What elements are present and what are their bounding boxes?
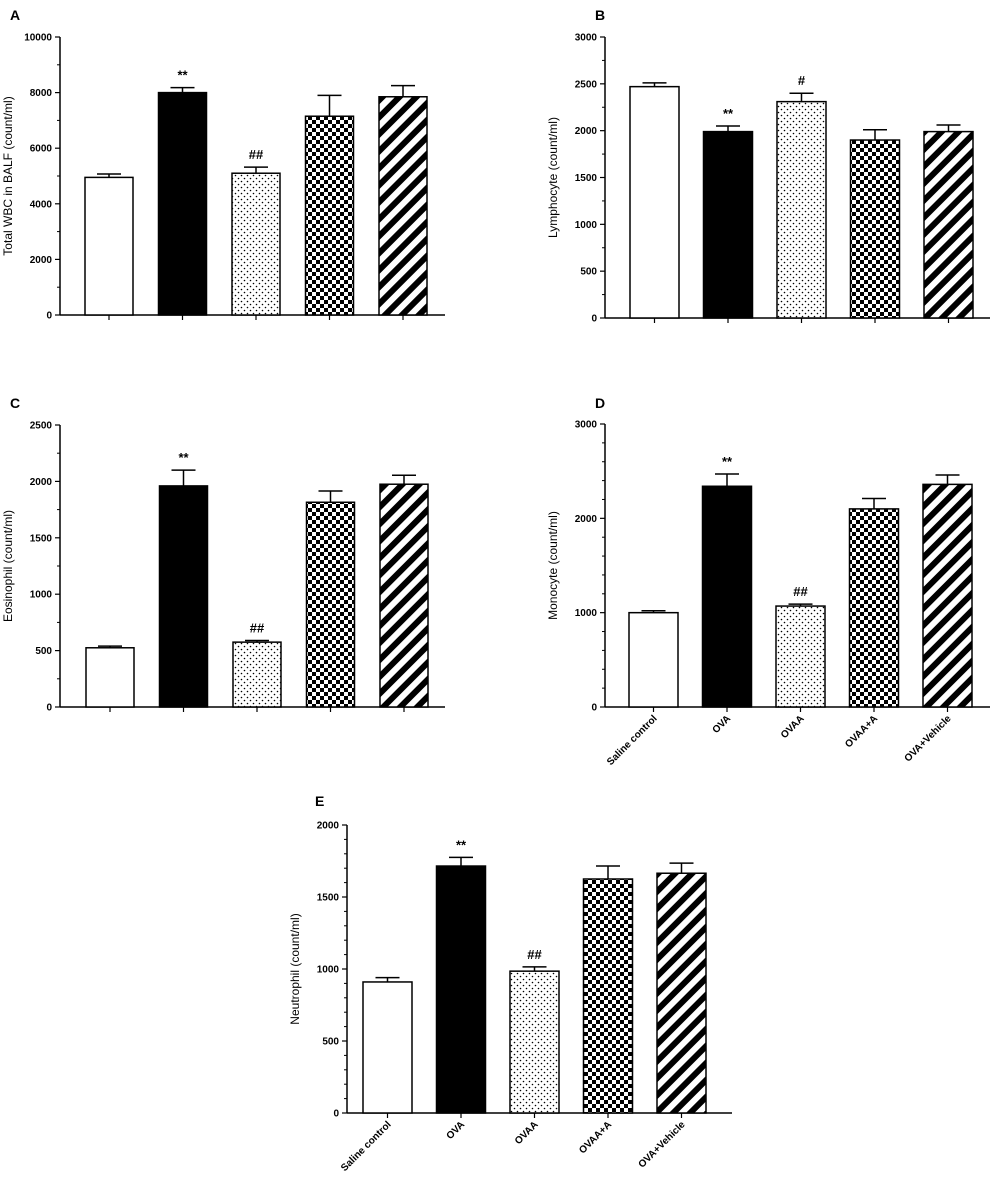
significance-marker: ##	[250, 620, 265, 635]
panel-letter: C	[10, 395, 20, 411]
y-tick-label: 1000	[30, 590, 53, 601]
y-axis-title: Total WBC in BALF (count/ml)	[1, 96, 15, 255]
y-tick-label: 500	[322, 1037, 339, 1048]
chart-panel-a: A 0 2000 4000 6000 8000 10000 Total WBC in BALF…	[1, 7, 445, 322]
bar	[702, 130, 754, 319]
y-tick-label: 500	[580, 267, 597, 278]
significance-marker: ##	[249, 147, 264, 162]
y-tick-label: 1500	[30, 533, 53, 544]
y-axis-title: Eosinophil (count/ml)	[1, 510, 15, 622]
bar	[629, 85, 680, 319]
bar	[157, 91, 208, 316]
bar	[776, 100, 827, 319]
bar	[85, 647, 135, 708]
y-tick-label: 0	[591, 314, 597, 325]
panel-letter: A	[10, 7, 20, 23]
x-category-label: OVAA+A	[577, 1119, 614, 1156]
x-category-label: Saline control	[605, 713, 660, 768]
y-tick-label: 0	[46, 311, 52, 322]
bar	[231, 172, 281, 316]
bar	[849, 139, 901, 319]
y-tick-label: 0	[333, 1109, 339, 1120]
bar	[848, 508, 900, 708]
y-tick-label: 2000	[30, 477, 53, 488]
x-category-label: OVAA	[779, 713, 807, 741]
bar	[701, 485, 753, 708]
y-tick-label: 1500	[317, 893, 340, 904]
bar	[435, 865, 487, 1114]
y-tick-label: 8000	[30, 88, 53, 99]
y-tick-label: 4000	[30, 199, 53, 210]
y-axis-title: Monocyte (count/ml)	[546, 511, 560, 620]
significance-marker: ##	[527, 947, 542, 962]
panel-letter: B	[595, 7, 605, 23]
x-category-label: OVA+Vehicle	[637, 1119, 688, 1170]
chart-panel-b: B 0 500 1000 1500 2000 2500 3000 Lymphocyte (cou…	[546, 7, 990, 325]
bar	[158, 485, 209, 708]
x-category-label: OVA	[445, 1119, 468, 1142]
significance-marker: **	[456, 837, 467, 852]
y-tick-label: 10000	[24, 33, 52, 44]
significance-marker: **	[178, 450, 189, 465]
y-tick-label: 1000	[317, 965, 340, 976]
x-category-label: Saline control	[339, 1119, 394, 1174]
y-tick-label: 3000	[575, 420, 598, 431]
bar	[84, 176, 134, 316]
y-tick-label: 2500	[575, 79, 598, 90]
panel-letter: E	[315, 793, 324, 809]
panel-letter: D	[595, 395, 605, 411]
bar	[922, 483, 973, 708]
significance-marker: #	[798, 73, 806, 88]
y-tick-label: 6000	[30, 144, 53, 155]
bar	[582, 878, 634, 1114]
bar	[628, 611, 679, 708]
x-category-label: OVA	[711, 713, 734, 736]
bar	[923, 130, 974, 319]
significance-marker: **	[177, 68, 188, 83]
chart-panel-e: E 0 500 1000 1500 2000 Neutrophil (count/ml) Sa…	[288, 793, 732, 1174]
y-tick-label: 2000	[317, 821, 340, 832]
bar	[378, 96, 428, 316]
significance-marker: **	[723, 106, 734, 121]
x-category-label: OVAA+A	[843, 713, 880, 750]
y-tick-label: 2000	[575, 514, 598, 525]
bar	[509, 970, 560, 1114]
y-tick-label: 0	[46, 703, 52, 714]
y-axis-title: Lymphocyte (count/ml)	[546, 117, 560, 238]
bar	[305, 501, 356, 708]
chart-panel-d: D 0 1000 2000 3000 Monocyte (count/ml) Saline …	[546, 395, 990, 768]
bar	[232, 641, 282, 708]
x-category-label: OVA+Vehicle	[903, 713, 954, 764]
y-tick-label: 2000	[575, 126, 598, 137]
y-tick-label: 3000	[575, 33, 598, 44]
y-tick-label: 1000	[575, 220, 598, 231]
y-axis-title: Neutrophil (count/ml)	[288, 913, 302, 1024]
y-tick-label: 0	[591, 703, 597, 714]
y-tick-label: 2000	[30, 255, 53, 266]
y-tick-label: 1000	[575, 608, 598, 619]
chart-panel-c: C 0 500 1000 1500 2000 2500 Eosinophil (count/m…	[1, 395, 445, 714]
x-category-label: OVAA	[513, 1119, 541, 1147]
y-tick-label: 1500	[575, 173, 598, 184]
y-tick-label: 500	[35, 646, 52, 657]
bar	[775, 605, 826, 708]
bar	[379, 483, 429, 708]
significance-marker: **	[722, 454, 733, 469]
y-tick-label: 2500	[30, 421, 53, 432]
bar	[304, 115, 355, 316]
bar	[656, 872, 707, 1114]
bar	[362, 981, 413, 1114]
significance-marker: ##	[793, 584, 808, 599]
